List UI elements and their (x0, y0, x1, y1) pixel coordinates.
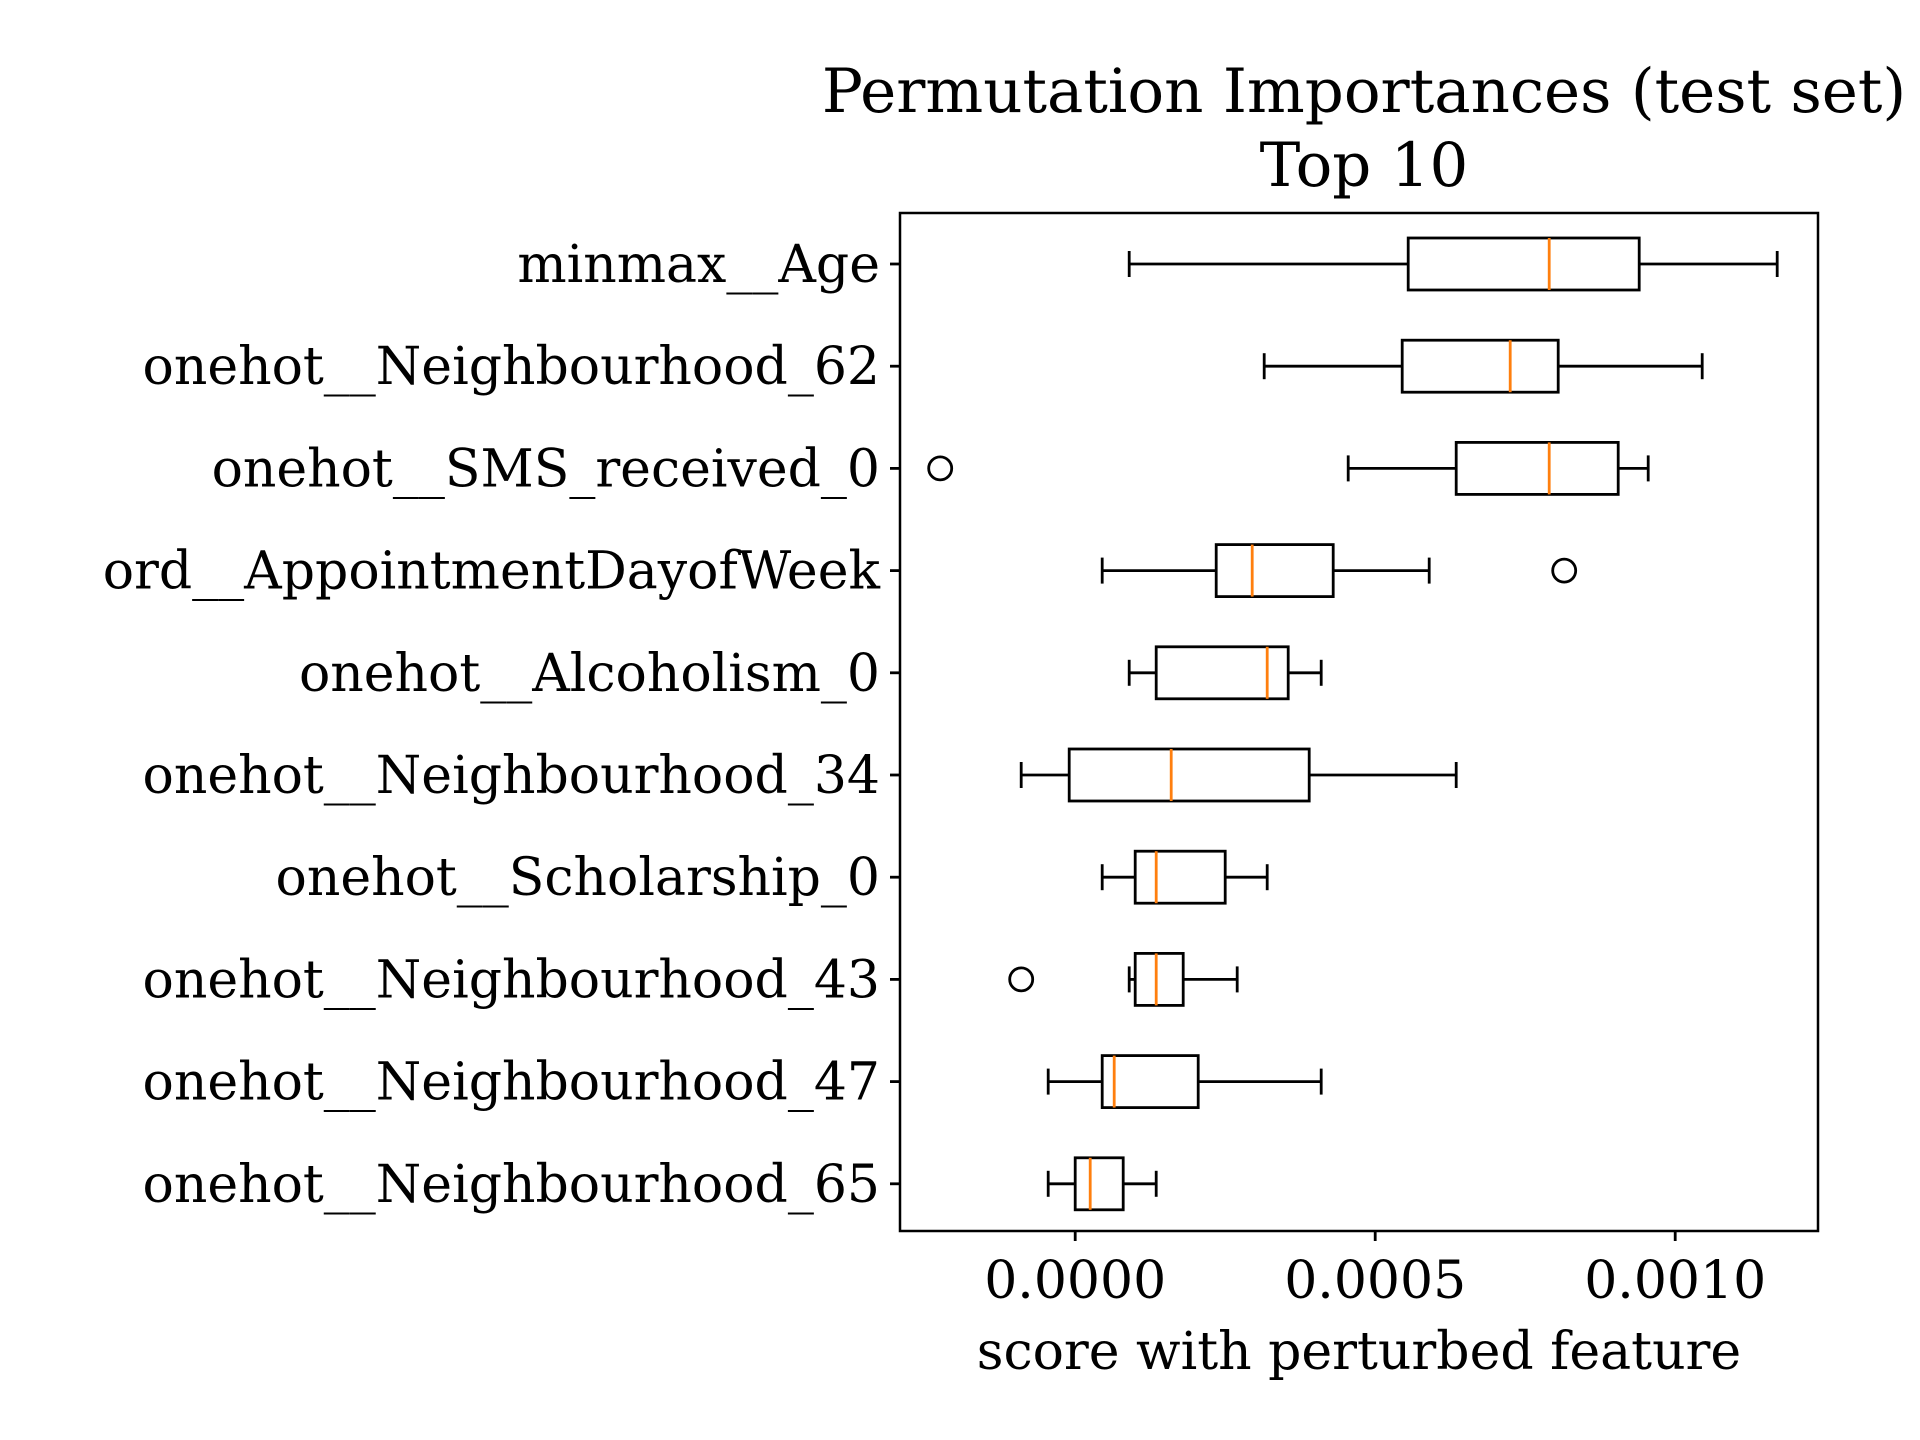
y-tick-label: onehot__Alcoholism_0 (299, 644, 880, 704)
outlier-point (1551, 557, 1578, 584)
outlier-point (927, 455, 954, 482)
plot-frame (898, 211, 1820, 1233)
box (1406, 236, 1641, 292)
y-tick-label: onehot__Neighbourhood_34 (143, 746, 880, 806)
y-tick-label: minmax__Age (517, 235, 880, 295)
chart-subtitle: Top 10 (1260, 130, 1469, 201)
box (1454, 440, 1620, 496)
chart-title: Permutation Importances (test set) (822, 56, 1906, 127)
box (1214, 543, 1335, 598)
x-axis-label: score with perturbed feature (977, 1322, 1741, 1382)
box (1400, 338, 1560, 394)
plot-area: minmax__Age onehot__Neighbourhood_62oneho… (103, 235, 1779, 1311)
y-tick-label: ord__AppointmentDayofWeek (103, 542, 881, 602)
outlier-point (1008, 966, 1035, 993)
box (1133, 952, 1185, 1007)
box (1067, 747, 1311, 803)
y-tick-label: onehot__Scholarship_0 (276, 848, 880, 908)
y-tick-label: onehot__SMS_received_0 (212, 439, 880, 499)
box (1154, 645, 1290, 701)
y-tick-label: onehot__Neighbourhood_62 (143, 337, 880, 397)
box (1133, 849, 1227, 905)
y-tick-label: onehot__Neighbourhood_47 (143, 1053, 880, 1113)
box (1073, 1156, 1125, 1212)
x-tick-label: 0.0010 (1584, 1251, 1766, 1311)
x-tick-label: 0.0005 (1284, 1251, 1466, 1311)
box (1100, 1054, 1200, 1109)
y-tick-label: onehot__Neighbourhood_43 (143, 950, 880, 1010)
y-tick-label: onehot__Neighbourhood_65 (143, 1155, 880, 1215)
x-tick-label: 0.0000 (984, 1251, 1166, 1311)
